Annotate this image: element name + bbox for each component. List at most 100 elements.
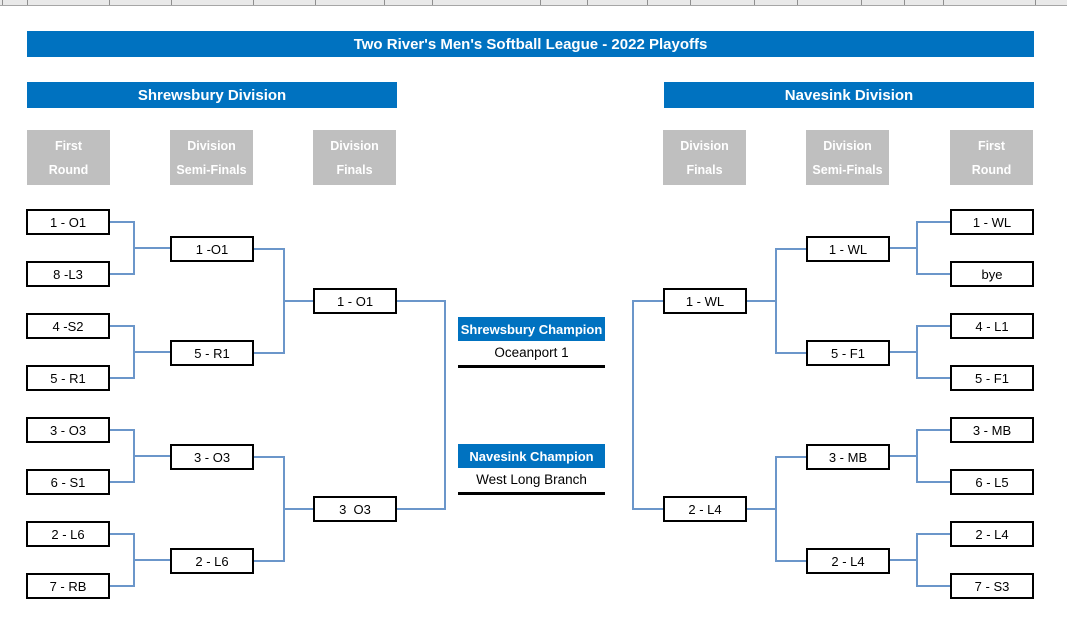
round-header-first-round: First Round	[950, 130, 1033, 185]
grid-column-divider	[797, 0, 798, 5]
grid-column-divider	[904, 0, 905, 5]
grid-column-divider	[2, 0, 3, 5]
bracket-box-semifinal[interactable]: 5 - R1	[170, 340, 254, 366]
bracket-box-seed3[interactable]: 3 - O3	[26, 417, 110, 443]
bracket-box-seed4[interactable]: 4 - L1	[950, 313, 1034, 339]
connector-line	[134, 351, 170, 353]
round-header-line: Round	[48, 162, 89, 177]
connector-line	[917, 585, 950, 587]
navesink-champion-banner: Navesink Champion	[458, 444, 605, 468]
round-header-semi-finals: Division Semi-Finals	[806, 130, 889, 185]
connector-line	[747, 508, 776, 510]
connector-line	[110, 273, 134, 275]
connector-line	[110, 325, 134, 327]
round-header-line: First	[54, 138, 83, 153]
round-header-line: Division	[187, 138, 236, 153]
connector-line	[444, 300, 446, 510]
bracket-box-seed4[interactable]: 4 -S2	[26, 313, 110, 339]
bracket-box-seed5[interactable]: 5 - F1	[950, 365, 1034, 391]
bracket-box-seed6[interactable]: 6 - S1	[26, 469, 110, 495]
connector-line	[917, 533, 950, 535]
bracket-box-seed1[interactable]: 1 - O1	[26, 209, 110, 235]
connector-line	[110, 481, 134, 483]
grid-column-divider	[315, 0, 316, 5]
bracket-box-final[interactable]: 3 O3	[313, 496, 397, 522]
connector-line	[917, 221, 950, 223]
round-header-line: First	[977, 138, 1006, 153]
connector-line	[916, 533, 918, 587]
connector-line	[776, 248, 806, 250]
connector-line	[110, 533, 134, 535]
bracket-box-semifinal[interactable]: 2 - L4	[806, 548, 890, 574]
round-header-line: Round	[971, 162, 1012, 177]
bracket-box-seed7[interactable]: 7 - RB	[26, 573, 110, 599]
navesink-champion-team[interactable]: West Long Branch	[458, 472, 605, 495]
bracket-box-semifinal[interactable]: 2 - L6	[170, 548, 254, 574]
bracket-box-semifinal[interactable]: 1 -O1	[170, 236, 254, 262]
division-banner-shrewsbury: Shrewsbury Division	[27, 82, 397, 108]
page-title: Two River's Men's Softball League - 2022…	[27, 31, 1034, 57]
grid-column-divider	[690, 0, 691, 5]
connector-line	[134, 455, 170, 457]
bracket-box-semifinal[interactable]: 3 - MB	[806, 444, 890, 470]
round-header-line: Semi-Finals	[176, 162, 247, 177]
connector-line	[916, 325, 918, 379]
connector-line	[775, 456, 777, 562]
bracket-box-seed3[interactable]: 3 - MB	[950, 417, 1034, 443]
round-header-line: Division	[680, 138, 729, 153]
connector-line	[890, 247, 917, 249]
round-header-line: Division	[330, 138, 379, 153]
shrewsbury-champion-team[interactable]: Oceanport 1	[458, 345, 605, 368]
connector-line	[917, 377, 950, 379]
bracket-box-seed8[interactable]: 8 -L3	[26, 261, 110, 287]
connector-line	[254, 248, 284, 250]
grid-column-divider	[943, 0, 944, 5]
bracket-box-seed1[interactable]: 1 - WL	[950, 209, 1034, 235]
bracket-box-final[interactable]: 2 - L4	[663, 496, 747, 522]
division-banner-navesink: Navesink Division	[664, 82, 1034, 108]
bracket-box-seed7[interactable]: 7 - S3	[950, 573, 1034, 599]
grid-column-divider	[861, 0, 862, 5]
round-header-finals: Division Finals	[313, 130, 396, 185]
connector-line	[776, 352, 806, 354]
round-header-line: Finals	[686, 162, 723, 177]
bracket-box-seed2[interactable]: 2 - L6	[26, 521, 110, 547]
bracket-box-seed5[interactable]: 5 - R1	[26, 365, 110, 391]
connector-line	[890, 559, 917, 561]
connector-line	[134, 247, 170, 249]
connector-line	[633, 300, 663, 302]
connector-line	[633, 508, 663, 510]
bracket-box-semifinal[interactable]: 1 - WL	[806, 236, 890, 262]
grid-column-divider	[432, 0, 433, 5]
bracket-box-seed6[interactable]: 6 - L5	[950, 469, 1034, 495]
grid-column-divider	[754, 0, 755, 5]
bracket-box-final[interactable]: 1 - WL	[663, 288, 747, 314]
connector-line	[776, 560, 806, 562]
bracket-box-semifinal[interactable]: 5 - F1	[806, 340, 890, 366]
grid-column-divider	[587, 0, 588, 5]
grid-column-divider	[109, 0, 110, 5]
bracket-box-semifinal[interactable]: 3 - O3	[170, 444, 254, 470]
connector-line	[890, 351, 917, 353]
round-header-first-round: First Round	[27, 130, 110, 185]
connector-line	[254, 456, 284, 458]
round-header-line: Finals	[336, 162, 373, 177]
shrewsbury-champion-banner: Shrewsbury Champion	[458, 317, 605, 341]
connector-line	[632, 300, 634, 510]
round-header-semi-finals: Division Semi-Finals	[170, 130, 253, 185]
connector-line	[110, 429, 134, 431]
bracket-box-bye[interactable]: bye	[950, 261, 1034, 287]
grid-column-divider	[27, 0, 28, 5]
bracket-box-final[interactable]: 1 - O1	[313, 288, 397, 314]
grid-column-divider	[171, 0, 172, 5]
grid-column-divider	[253, 0, 254, 5]
connector-line	[397, 508, 445, 510]
connector-line	[284, 300, 313, 302]
connector-line	[254, 560, 284, 562]
bracket-box-seed2[interactable]: 2 - L4	[950, 521, 1034, 547]
grid-column-divider	[540, 0, 541, 5]
grid-column-divider	[384, 0, 385, 5]
connector-line	[110, 585, 134, 587]
connector-line	[917, 325, 950, 327]
